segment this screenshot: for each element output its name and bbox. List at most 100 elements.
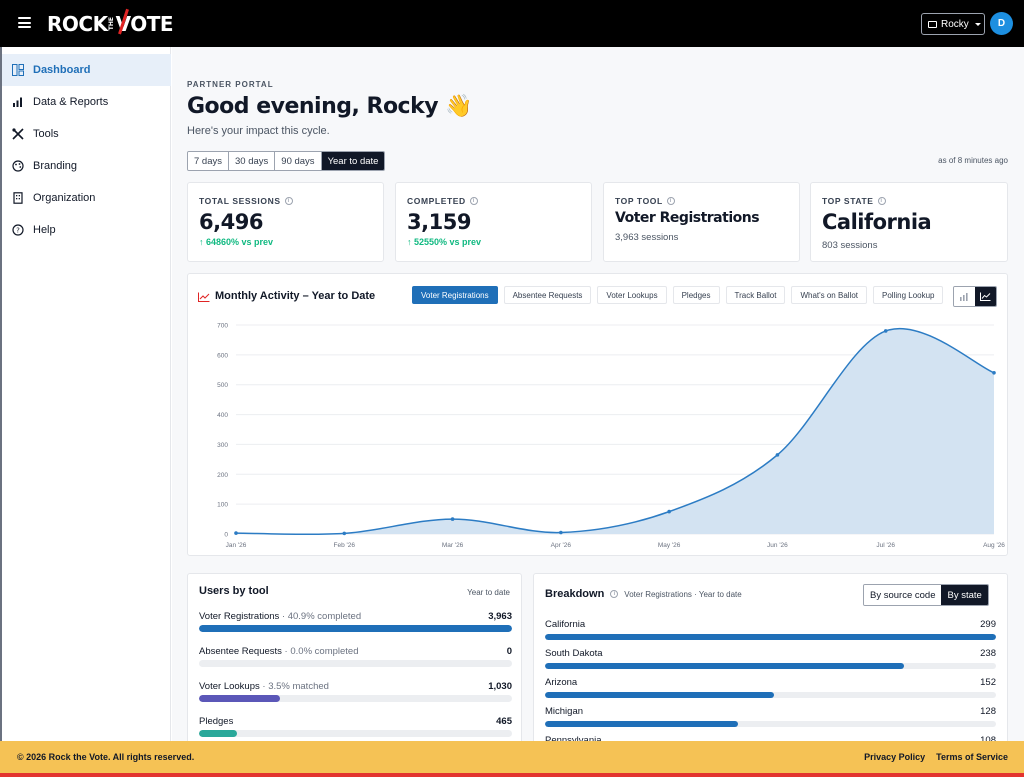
main-content: PARTNER PORTAL Good evening, Rocky 👋 Her…: [172, 47, 1024, 753]
state-row: Michigan 128: [545, 706, 996, 727]
monthly-activity-card: Monthly Activity – Year to Date Voter Re…: [187, 273, 1008, 556]
wallet-icon: [928, 20, 937, 28]
series-tab-pledges[interactable]: Pledges: [672, 286, 720, 304]
series-area: [236, 328, 994, 535]
sidebar-item-help[interactable]: ? Help: [2, 214, 171, 246]
kpi-subtext: 3,963 sessions: [615, 232, 679, 243]
rock-the-vote-logo[interactable]: ROCK THE VOTE: [47, 10, 174, 38]
copyright-text: © 2026 Rock the Vote. All rights reserve…: [17, 752, 195, 762]
series-tab-absentee-requests[interactable]: Absentee Requests: [503, 286, 592, 304]
menu-icon[interactable]: [18, 17, 31, 28]
by-source-code-button[interactable]: By source code: [864, 585, 942, 605]
range-90-days-button[interactable]: 90 days: [275, 152, 322, 170]
kpi-subtext: 803 sessions: [822, 240, 878, 251]
sidebar-item-label: Tools: [33, 128, 59, 140]
series-tab-track-ballot[interactable]: Track Ballot: [725, 286, 786, 304]
sidebar: Dashboard Data & Reports Tools Branding …: [0, 47, 171, 741]
footer-links: Privacy Policy Terms of Service: [864, 752, 1008, 762]
bar-chart-icon: [12, 96, 24, 108]
page-title: Good evening, Rocky 👋: [187, 94, 473, 119]
chart-title: Monthly Activity – Year to Date: [215, 290, 376, 302]
tool-name: Pledges: [199, 716, 234, 727]
sidebar-item-label: Organization: [33, 192, 96, 204]
state-progress-fill: [545, 721, 739, 727]
logo-text-small: THE: [107, 17, 115, 31]
y-tick-label: 500: [217, 382, 228, 389]
logo-text-right: VOTE: [115, 12, 174, 36]
privacy-policy-link[interactable]: Privacy Policy: [864, 752, 926, 762]
avatar[interactable]: D: [990, 12, 1013, 35]
users-by-tool-title: Users by tool: [199, 585, 269, 597]
state-progress-fill: [545, 663, 904, 669]
info-icon[interactable]: i: [877, 197, 886, 205]
state-count: 299: [980, 619, 996, 630]
info-icon[interactable]: i: [284, 197, 293, 205]
sidebar-item-data-reports[interactable]: Data & Reports: [2, 86, 171, 118]
bar-chart-icon: [960, 293, 968, 301]
range-30-days-button[interactable]: 30 days: [229, 152, 276, 170]
state-count: 128: [980, 706, 996, 717]
series-tab-whats-on-ballot[interactable]: What's on Ballot: [791, 286, 867, 304]
kpi-label-text: COMPLETED: [407, 196, 466, 206]
kpi-value: 6,496: [199, 210, 263, 234]
kpi-delta: ↑ 52550% vs prev: [407, 237, 482, 247]
kpi-label: TOP STATE i: [822, 196, 886, 206]
x-tick-label: Apr '26: [551, 542, 572, 549]
kpi-delta: ↑ 64860% vs prev: [199, 237, 274, 247]
tool-count: 465: [496, 716, 512, 727]
tool-row-label: Absentee Requests · 0.0% completed: [199, 646, 512, 657]
page-eyebrow: PARTNER PORTAL: [187, 80, 274, 89]
breakdown-title: Breakdown i Voter Registrations · Year t…: [545, 588, 742, 600]
state-name: Arizona: [545, 677, 578, 688]
range-7-days-button[interactable]: 7 days: [188, 152, 229, 170]
tool-detail: · 0.0% completed: [281, 646, 359, 657]
state-progress-fill: [545, 692, 775, 698]
info-icon[interactable]: i: [610, 590, 619, 598]
state-count: 152: [980, 677, 996, 688]
tool-progress-track: [199, 625, 512, 632]
tool-row: Absentee Requests · 0.0% completed 0: [199, 646, 512, 667]
bar-chart-view-button[interactable]: [954, 287, 975, 306]
tool-progress-fill: [199, 730, 237, 737]
kpi-label-text: TOP TOOL: [615, 196, 663, 206]
state-row: Arizona 152: [545, 677, 996, 698]
y-tick-label: 0: [224, 532, 228, 539]
state-progress-track: [545, 634, 996, 640]
footer: © 2026 Rock the Vote. All rights reserve…: [0, 741, 1024, 773]
tool-name: Voter Lookups: [199, 681, 260, 692]
sidebar-item-dashboard[interactable]: Dashboard: [2, 54, 171, 86]
terms-of-service-link[interactable]: Terms of Service: [936, 752, 1008, 762]
x-tick-label: Jul '26: [876, 542, 895, 549]
line-chart-view-button[interactable]: [975, 287, 996, 306]
sidebar-item-tools[interactable]: Tools: [2, 118, 171, 150]
by-state-button[interactable]: By state: [941, 585, 988, 605]
tool-row: Pledges 465: [199, 716, 512, 737]
state-name: South Dakota: [545, 648, 603, 659]
info-icon[interactable]: i: [469, 197, 478, 205]
x-tick-label: Mar '26: [442, 542, 464, 549]
series-tab-polling-lookup[interactable]: Polling Lookup: [873, 286, 944, 304]
kpi-value: 3,159: [407, 210, 471, 234]
tool-count: 0: [506, 646, 512, 657]
account-switcher-button[interactable]: Rocky: [921, 13, 985, 35]
info-icon[interactable]: i: [666, 197, 675, 205]
tools-icon: [12, 128, 24, 140]
line-chart-icon: [198, 292, 210, 302]
breakdown-toggle: By source code By state: [863, 584, 989, 606]
tool-name: Voter Registrations: [199, 611, 280, 622]
line-chart-icon: [980, 292, 991, 301]
data-point: [342, 531, 347, 536]
dashboard-icon: [12, 64, 24, 76]
sidebar-item-organization[interactable]: Organization: [2, 182, 171, 214]
account-label: Rocky: [941, 18, 969, 30]
series-tab-voter-lookups[interactable]: Voter Lookups: [597, 286, 667, 304]
series-tab-voter-registrations[interactable]: Voter Registrations: [412, 286, 498, 304]
range-year-to-date-button[interactable]: Year to date: [321, 152, 385, 170]
kpi-value: California: [822, 210, 932, 234]
data-point: [450, 517, 455, 521]
sidebar-item-label: Help: [33, 224, 56, 236]
state-name: California: [545, 619, 586, 630]
data-point: [667, 509, 671, 514]
chevron-down-icon: [974, 22, 981, 26]
sidebar-item-branding[interactable]: Branding: [2, 150, 171, 182]
